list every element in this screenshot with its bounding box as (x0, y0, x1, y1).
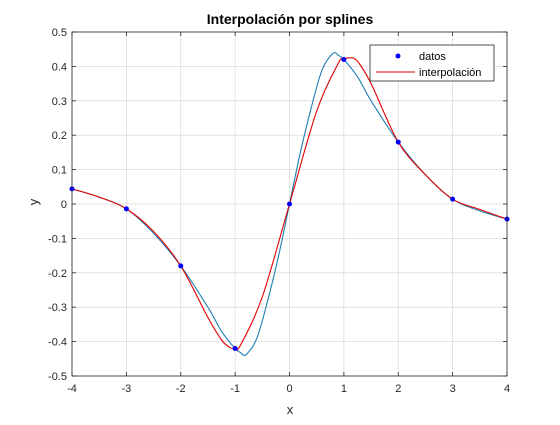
series-layer (69, 51, 510, 357)
x-axis-label: x (287, 402, 294, 417)
x-tick-label: 2 (395, 383, 401, 395)
data-point (450, 196, 456, 202)
legend-label-interpolacion: interpolación (419, 67, 481, 79)
y-tick-label: 0.1 (52, 165, 67, 177)
y-tick-label: 0 (61, 199, 67, 211)
x-tick-label: -2 (176, 383, 186, 395)
y-tick-label: -0.2 (48, 268, 67, 280)
legend: datos interpolación (369, 44, 495, 82)
data-point (287, 201, 292, 207)
x-tick-label: 3 (450, 383, 456, 395)
y-tick-label: -0.3 (48, 302, 67, 314)
y-tick-label: 0.3 (52, 96, 67, 108)
x-tick-label: -1 (230, 383, 240, 395)
legend-marker-datos (395, 53, 401, 59)
y-tick-label: 0.5 (52, 27, 67, 39)
y-tick-label: 0.2 (52, 130, 67, 142)
x-tick-label: -3 (121, 383, 131, 395)
x-tick-label: 4 (504, 383, 510, 395)
y-tick-label: -0.5 (48, 371, 67, 383)
x-tick-label: 1 (341, 383, 347, 395)
chart-title: Interpolación por splines (207, 11, 374, 27)
grid (71, 31, 508, 377)
y-tick-label: -0.1 (48, 233, 67, 245)
x-tick-label: -4 (67, 383, 77, 395)
data-point (341, 57, 347, 63)
y-tick-label: -0.4 (48, 337, 67, 349)
data-point (395, 139, 401, 145)
ticks: -4 -3 -2 -1 0 1 2 3 4 -0.5 -0.4 -0.3 -0.2 -0.1 0 0.1 0.2… (48, 27, 510, 395)
data-point (232, 345, 238, 351)
legend-box (369, 44, 495, 82)
data-point (178, 263, 184, 269)
legend-label-datos: datos (419, 51, 446, 63)
y-axis-label: y (26, 198, 41, 205)
x-tick-label: 0 (286, 383, 292, 395)
y-tick-label: 0.4 (52, 61, 67, 73)
data-point (123, 206, 129, 212)
